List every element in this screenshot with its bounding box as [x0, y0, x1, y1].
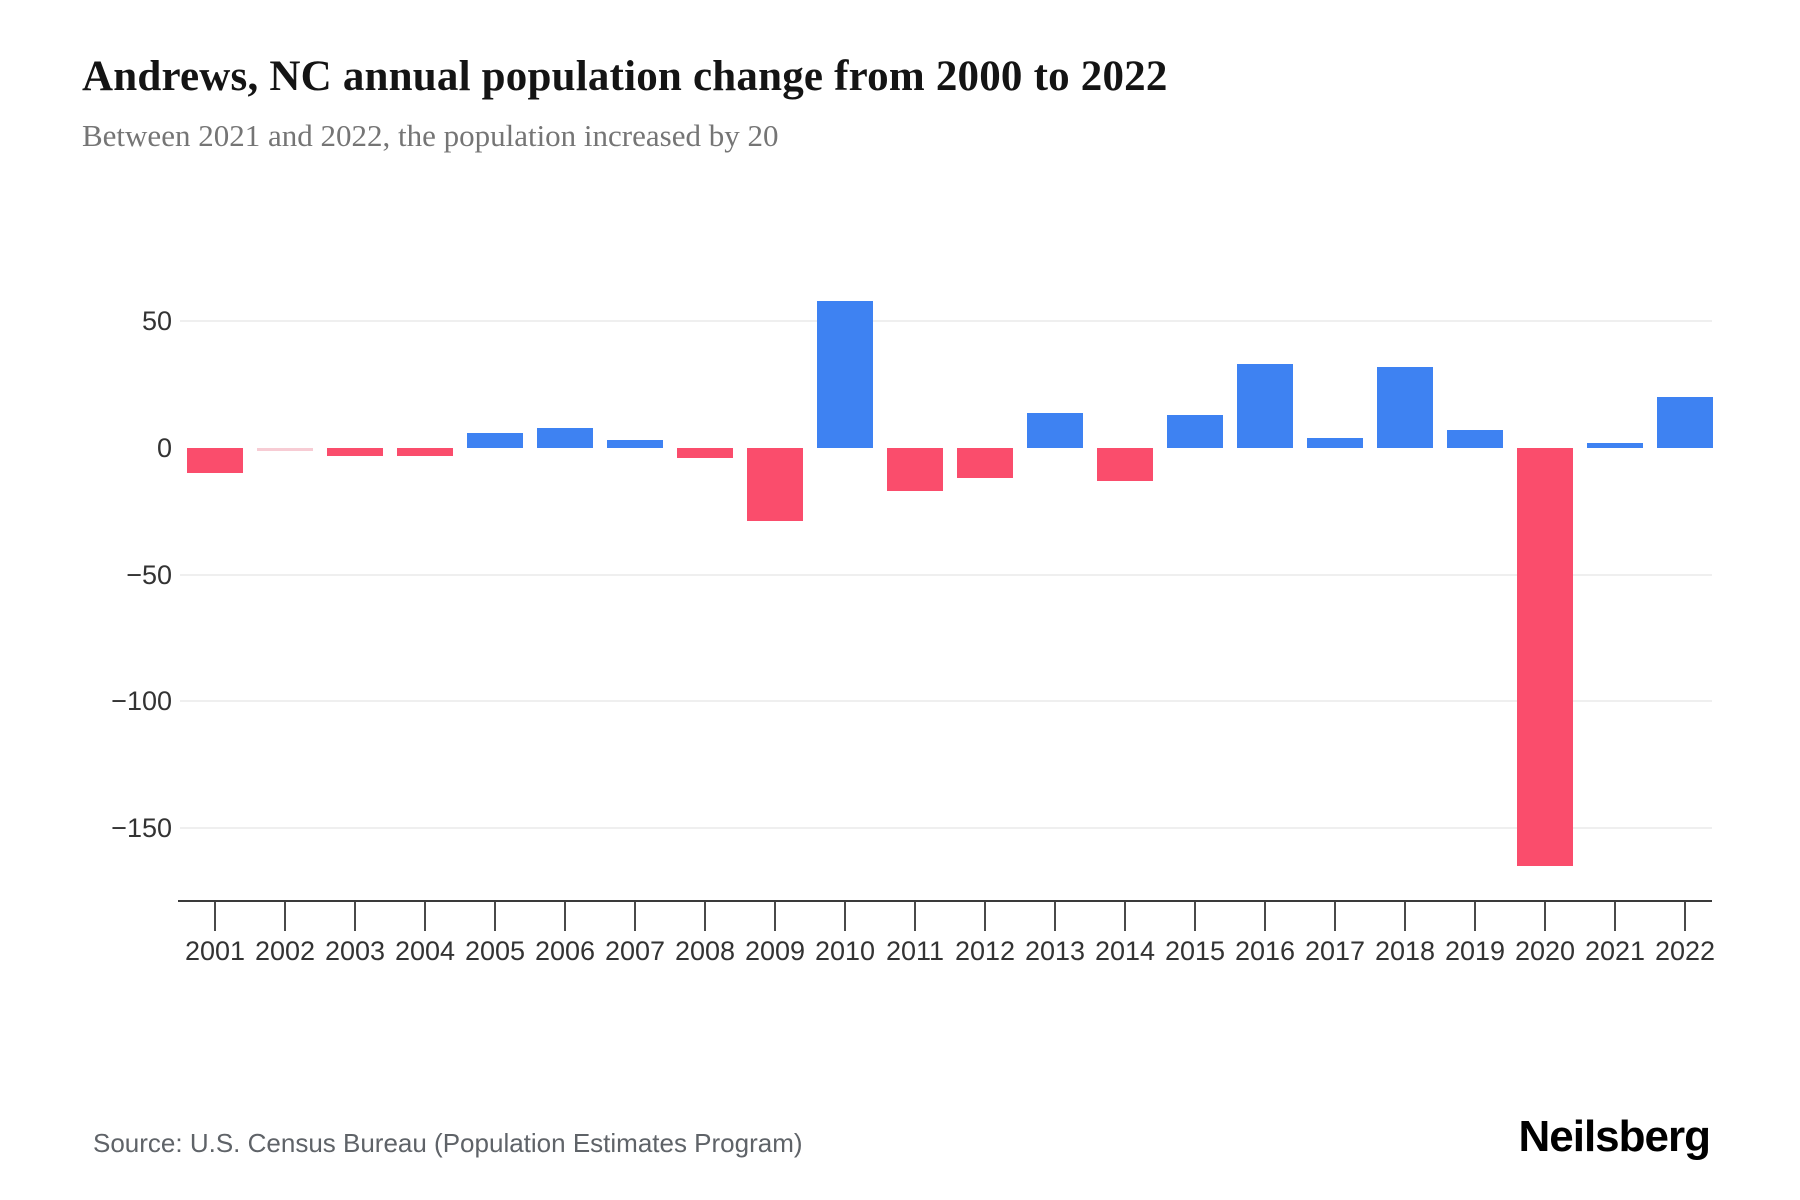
bar-2020[interactable]: [1517, 448, 1573, 866]
x-tick-2021: [1614, 902, 1616, 931]
chart-subtitle: Between 2021 and 2022, the population in…: [82, 118, 779, 153]
x-tick-2008: [704, 902, 706, 931]
x-axis-label-2012: 2012: [954, 936, 1016, 966]
gridline--100: [180, 700, 1712, 703]
bar-2016[interactable]: [1237, 364, 1293, 448]
x-axis-label-2009: 2009: [744, 936, 806, 966]
x-axis-label-2016: 2016: [1234, 936, 1296, 966]
x-axis-label-2004: 2004: [394, 936, 456, 966]
x-tick-2006: [564, 902, 566, 931]
x-axis-label-2003: 2003: [324, 936, 386, 966]
bar-2009[interactable]: [747, 448, 803, 522]
x-tick-2004: [424, 902, 426, 931]
x-axis-label-2008: 2008: [674, 936, 736, 966]
x-tick-2007: [634, 902, 636, 931]
bar-2006[interactable]: [537, 427, 593, 448]
gridline--150: [180, 826, 1712, 829]
x-tick-2005: [494, 902, 496, 931]
x-tick-2001: [214, 902, 216, 931]
x-axis-label-2013: 2013: [1024, 936, 1086, 966]
x-tick-2015: [1194, 902, 1196, 931]
x-tick-2011: [914, 902, 916, 931]
bar-2015[interactable]: [1167, 415, 1223, 448]
x-tick-2016: [1264, 902, 1266, 931]
x-tick-2003: [354, 902, 356, 931]
bar-2019[interactable]: [1447, 430, 1503, 448]
bar-2012[interactable]: [957, 448, 1013, 479]
bar-2002[interactable]: [257, 448, 313, 451]
x-tick-2013: [1054, 902, 1056, 931]
x-axis-label-2018: 2018: [1374, 936, 1436, 966]
bar-2005[interactable]: [467, 432, 523, 448]
x-tick-2018: [1404, 902, 1406, 931]
x-axis-label-2007: 2007: [604, 936, 666, 966]
bar-2018[interactable]: [1377, 366, 1433, 448]
x-axis-label-2002: 2002: [254, 936, 316, 966]
x-axis-label-2020: 2020: [1514, 936, 1576, 966]
x-axis-label-2014: 2014: [1094, 936, 1156, 966]
y-axis-label--50: −50: [126, 559, 172, 590]
y-axis-label--100: −100: [111, 686, 172, 717]
bar-2013[interactable]: [1027, 412, 1083, 448]
bar-2014[interactable]: [1097, 448, 1153, 481]
bar-2011[interactable]: [887, 448, 943, 492]
x-tick-2002: [284, 902, 286, 931]
x-axis-label-2006: 2006: [534, 936, 596, 966]
source-note: Source: U.S. Census Bureau (Population E…: [93, 1128, 803, 1158]
bar-2004[interactable]: [397, 448, 453, 456]
bar-2017[interactable]: [1307, 437, 1363, 448]
x-axis-label-2015: 2015: [1164, 936, 1226, 966]
neilsberg-logo[interactable]: Neilsberg: [1518, 1112, 1711, 1161]
bar-2010[interactable]: [817, 301, 873, 448]
bar-2008[interactable]: [677, 448, 733, 459]
x-axis-label-2017: 2017: [1304, 936, 1366, 966]
x-axis-label-2021: 2021: [1584, 936, 1646, 966]
y-axis-label--150: −150: [111, 812, 172, 843]
x-axis-label-2011: 2011: [885, 936, 945, 966]
x-tick-2009: [774, 902, 776, 931]
x-tick-2014: [1124, 902, 1126, 931]
gridline-50: [180, 320, 1712, 323]
bar-2007[interactable]: [607, 440, 663, 448]
y-axis-label-0: 0: [156, 433, 172, 463]
bar-2022[interactable]: [1657, 397, 1713, 448]
x-axis-label-2001: 2001: [184, 936, 246, 966]
x-axis-label-2022: 2022: [1654, 936, 1716, 966]
y-axis-label-50: 50: [141, 306, 172, 337]
x-axis-label-2019: 2019: [1444, 936, 1506, 966]
x-tick-2019: [1474, 902, 1476, 931]
x-axis-line: [178, 900, 1712, 902]
x-tick-2010: [844, 902, 846, 931]
x-axis-label-2010: 2010: [814, 936, 876, 966]
chart-title: Andrews, NC annual population change fro…: [82, 53, 1168, 100]
bar-2003[interactable]: [327, 448, 383, 456]
x-tick-2012: [984, 902, 986, 931]
x-tick-2020: [1544, 902, 1546, 931]
bar-2001[interactable]: [187, 448, 243, 474]
gridline--50: [180, 573, 1712, 576]
x-axis-label-2005: 2005: [464, 936, 526, 966]
x-tick-2022: [1684, 902, 1686, 931]
bar-2021[interactable]: [1587, 442, 1643, 448]
x-tick-2017: [1334, 902, 1336, 931]
